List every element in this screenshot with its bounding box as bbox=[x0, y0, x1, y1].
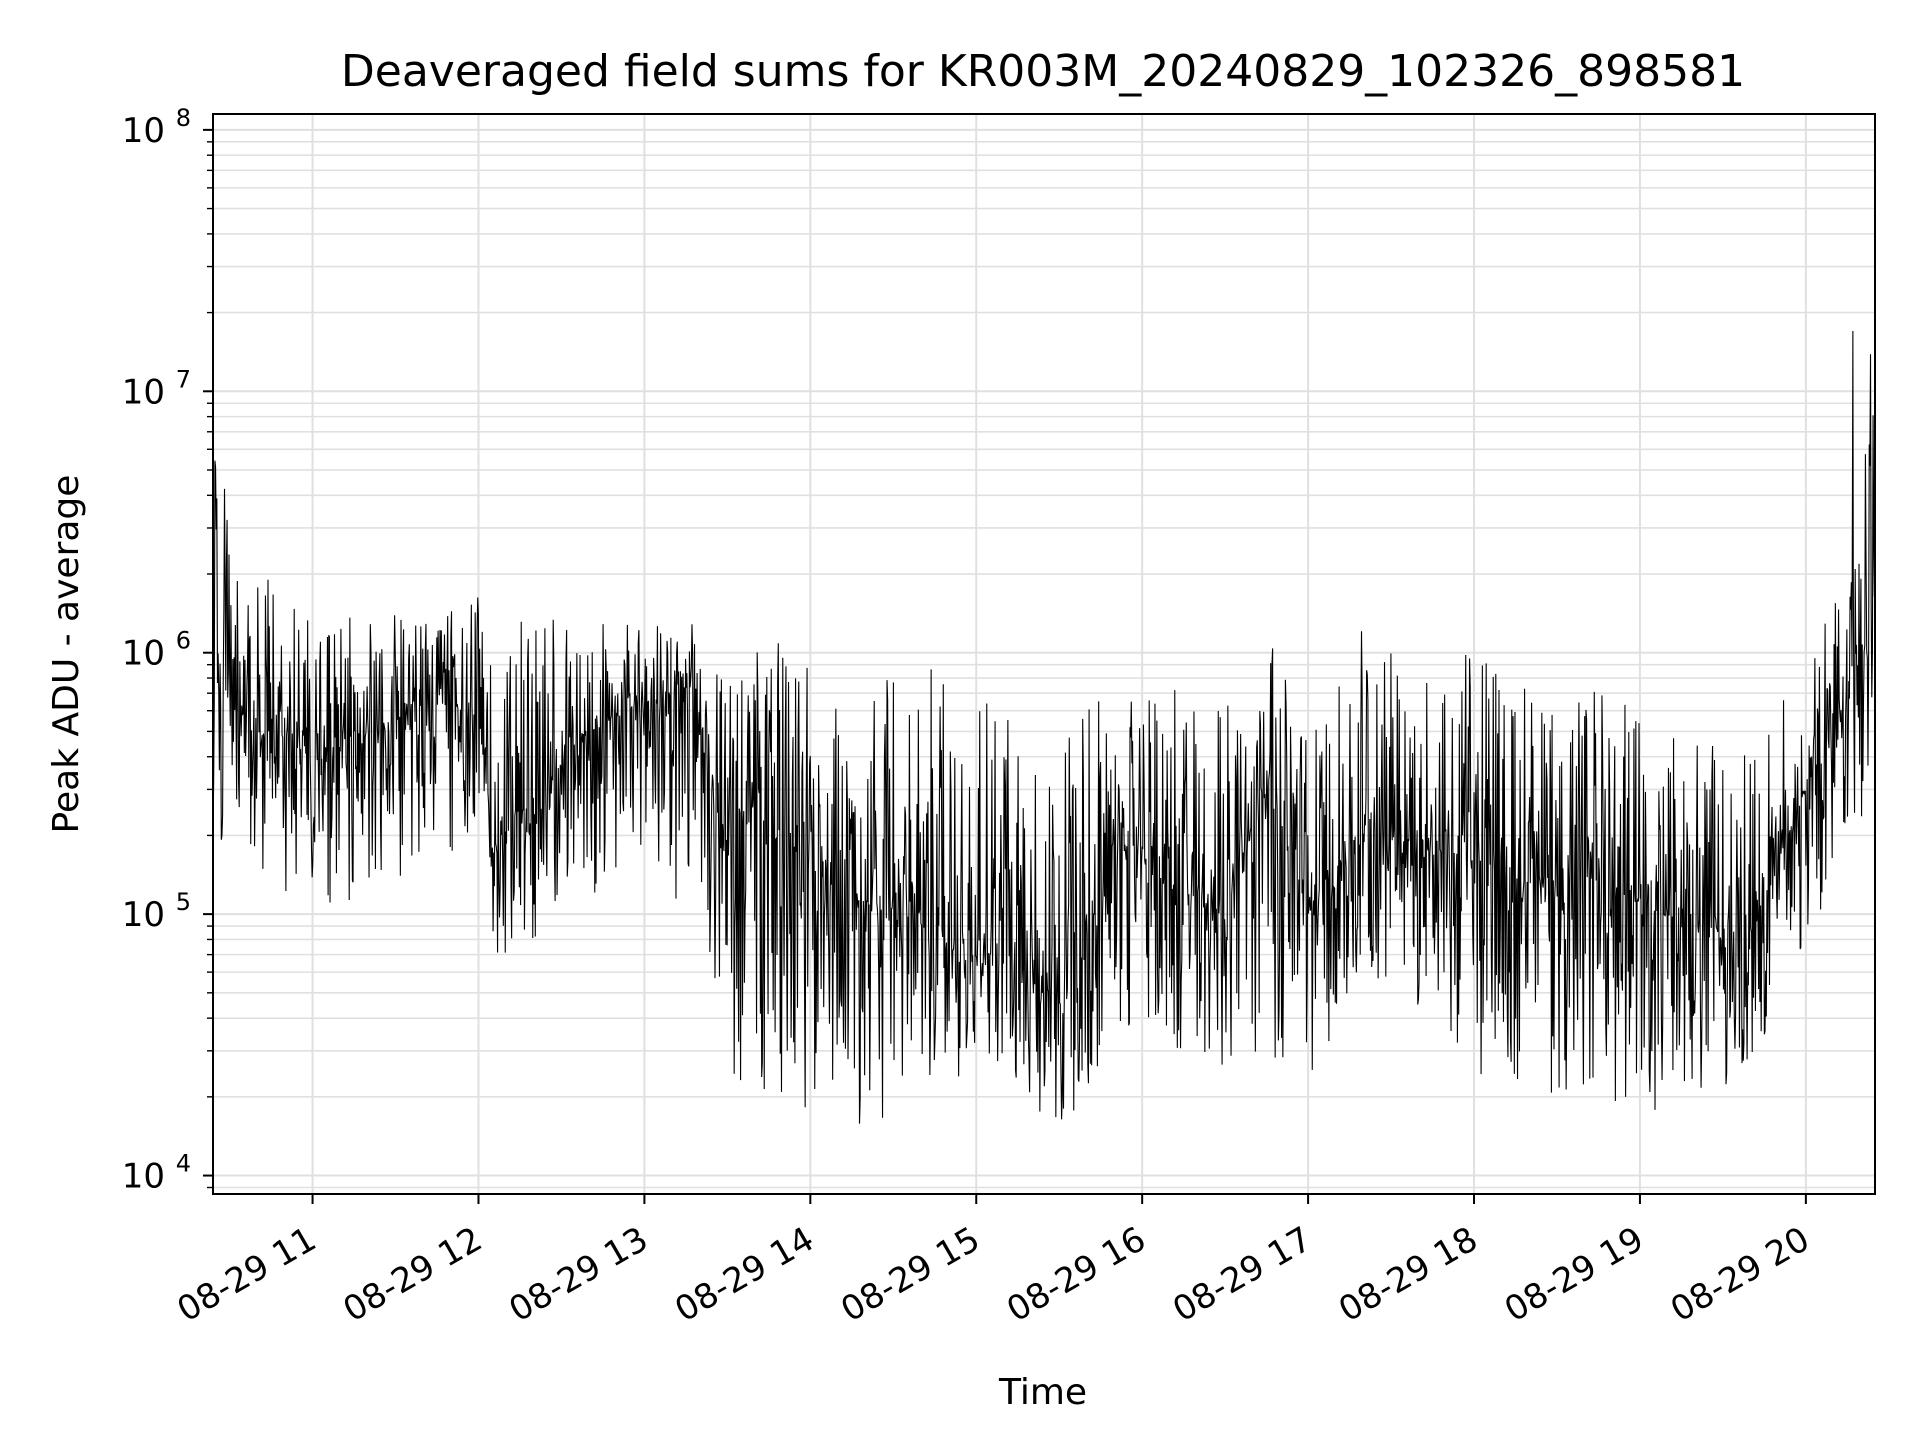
x-axis-label: Time bbox=[998, 1372, 1087, 1413]
y-tick-exponent: 4 bbox=[176, 1150, 191, 1178]
y-tick-label: 10 bbox=[122, 372, 165, 412]
y-tick-exponent: 6 bbox=[176, 627, 191, 655]
y-tick-exponent: 5 bbox=[176, 888, 191, 916]
chart-title: Deaveraged field sums for KR003M_2024082… bbox=[341, 46, 1745, 97]
y-tick-exponent: 8 bbox=[176, 104, 191, 132]
y-axis-label: Peak ADU - average bbox=[46, 475, 87, 834]
y-tick-label: 10 bbox=[122, 1157, 165, 1197]
y-tick-label: 10 bbox=[122, 634, 165, 674]
chart: Deaveraged field sums for KR003M_2024082… bbox=[0, 0, 1920, 1440]
y-tick-label: 10 bbox=[122, 111, 165, 151]
y-tick-label: 10 bbox=[122, 895, 165, 935]
y-tick-exponent: 7 bbox=[176, 365, 191, 393]
